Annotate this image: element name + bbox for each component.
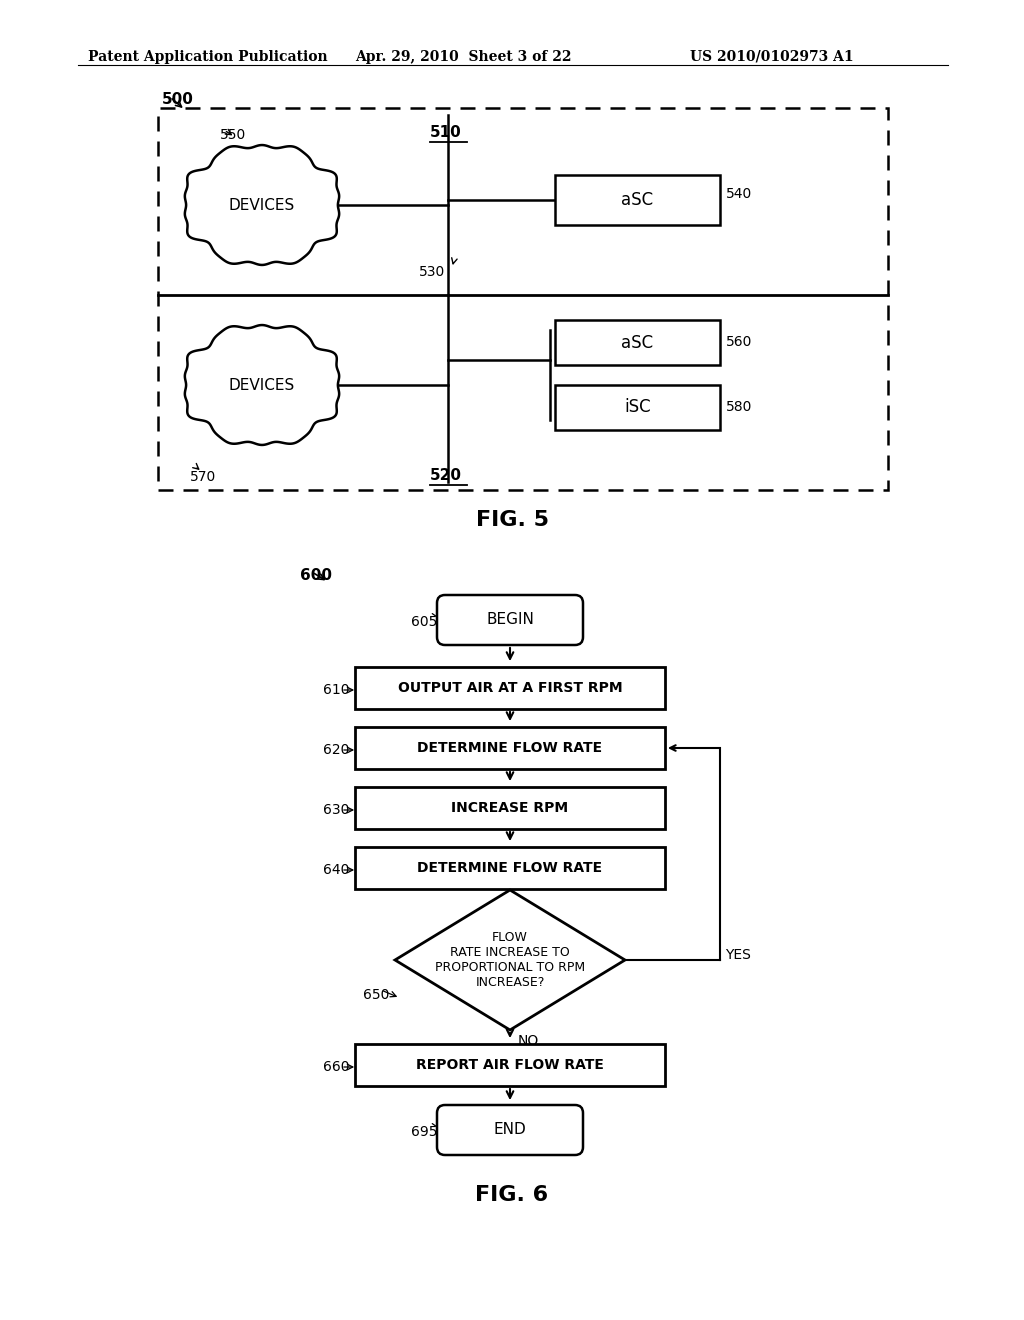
Polygon shape xyxy=(185,145,339,265)
Text: DEVICES: DEVICES xyxy=(229,378,295,392)
Text: 630: 630 xyxy=(323,803,349,817)
Text: 620: 620 xyxy=(323,743,349,756)
Text: Apr. 29, 2010  Sheet 3 of 22: Apr. 29, 2010 Sheet 3 of 22 xyxy=(355,50,571,63)
Text: 510: 510 xyxy=(430,125,462,140)
Text: 570: 570 xyxy=(190,470,216,484)
Text: 520: 520 xyxy=(430,469,462,483)
Text: NO: NO xyxy=(518,1034,540,1048)
Text: 500: 500 xyxy=(162,92,194,107)
Bar xyxy=(355,847,665,888)
Polygon shape xyxy=(395,890,625,1030)
Text: 560: 560 xyxy=(726,335,753,348)
Text: 650: 650 xyxy=(362,987,389,1002)
Text: FIG. 5: FIG. 5 xyxy=(475,510,549,531)
Text: US 2010/0102973 A1: US 2010/0102973 A1 xyxy=(690,50,854,63)
Text: aSC: aSC xyxy=(622,334,653,351)
Text: REPORT AIR FLOW RATE: REPORT AIR FLOW RATE xyxy=(416,1059,604,1072)
Bar xyxy=(158,108,888,490)
Bar xyxy=(355,787,665,829)
Text: DEVICES: DEVICES xyxy=(229,198,295,213)
Text: aSC: aSC xyxy=(622,191,653,209)
Text: END: END xyxy=(494,1122,526,1138)
Bar xyxy=(555,176,720,224)
FancyBboxPatch shape xyxy=(437,595,583,645)
Text: BEGIN: BEGIN xyxy=(486,612,534,627)
Text: OUTPUT AIR AT A FIRST RPM: OUTPUT AIR AT A FIRST RPM xyxy=(397,681,623,696)
Text: 610: 610 xyxy=(323,682,349,697)
Text: 695: 695 xyxy=(411,1125,437,1139)
Text: YES: YES xyxy=(725,948,751,962)
Bar xyxy=(555,385,720,430)
Bar xyxy=(355,667,665,709)
Bar xyxy=(355,1044,665,1086)
Text: iSC: iSC xyxy=(625,399,651,417)
Text: 550: 550 xyxy=(220,128,246,143)
Text: DETERMINE FLOW RATE: DETERMINE FLOW RATE xyxy=(418,741,602,755)
Text: 640: 640 xyxy=(323,863,349,876)
Text: FIG. 6: FIG. 6 xyxy=(475,1185,549,1205)
Text: Patent Application Publication: Patent Application Publication xyxy=(88,50,328,63)
FancyBboxPatch shape xyxy=(437,1105,583,1155)
Text: 600: 600 xyxy=(300,568,332,583)
Text: 605: 605 xyxy=(411,615,437,630)
Text: INCREASE RPM: INCREASE RPM xyxy=(452,801,568,814)
Bar xyxy=(355,727,665,770)
Text: 580: 580 xyxy=(726,400,753,414)
Text: FLOW
RATE INCREASE TO
PROPORTIONAL TO RPM
INCREASE?: FLOW RATE INCREASE TO PROPORTIONAL TO RP… xyxy=(435,931,585,989)
Polygon shape xyxy=(185,325,339,445)
Text: 540: 540 xyxy=(726,187,753,201)
Text: 660: 660 xyxy=(323,1060,349,1074)
Text: 530: 530 xyxy=(419,265,445,279)
Text: DETERMINE FLOW RATE: DETERMINE FLOW RATE xyxy=(418,861,602,875)
Bar xyxy=(555,319,720,366)
